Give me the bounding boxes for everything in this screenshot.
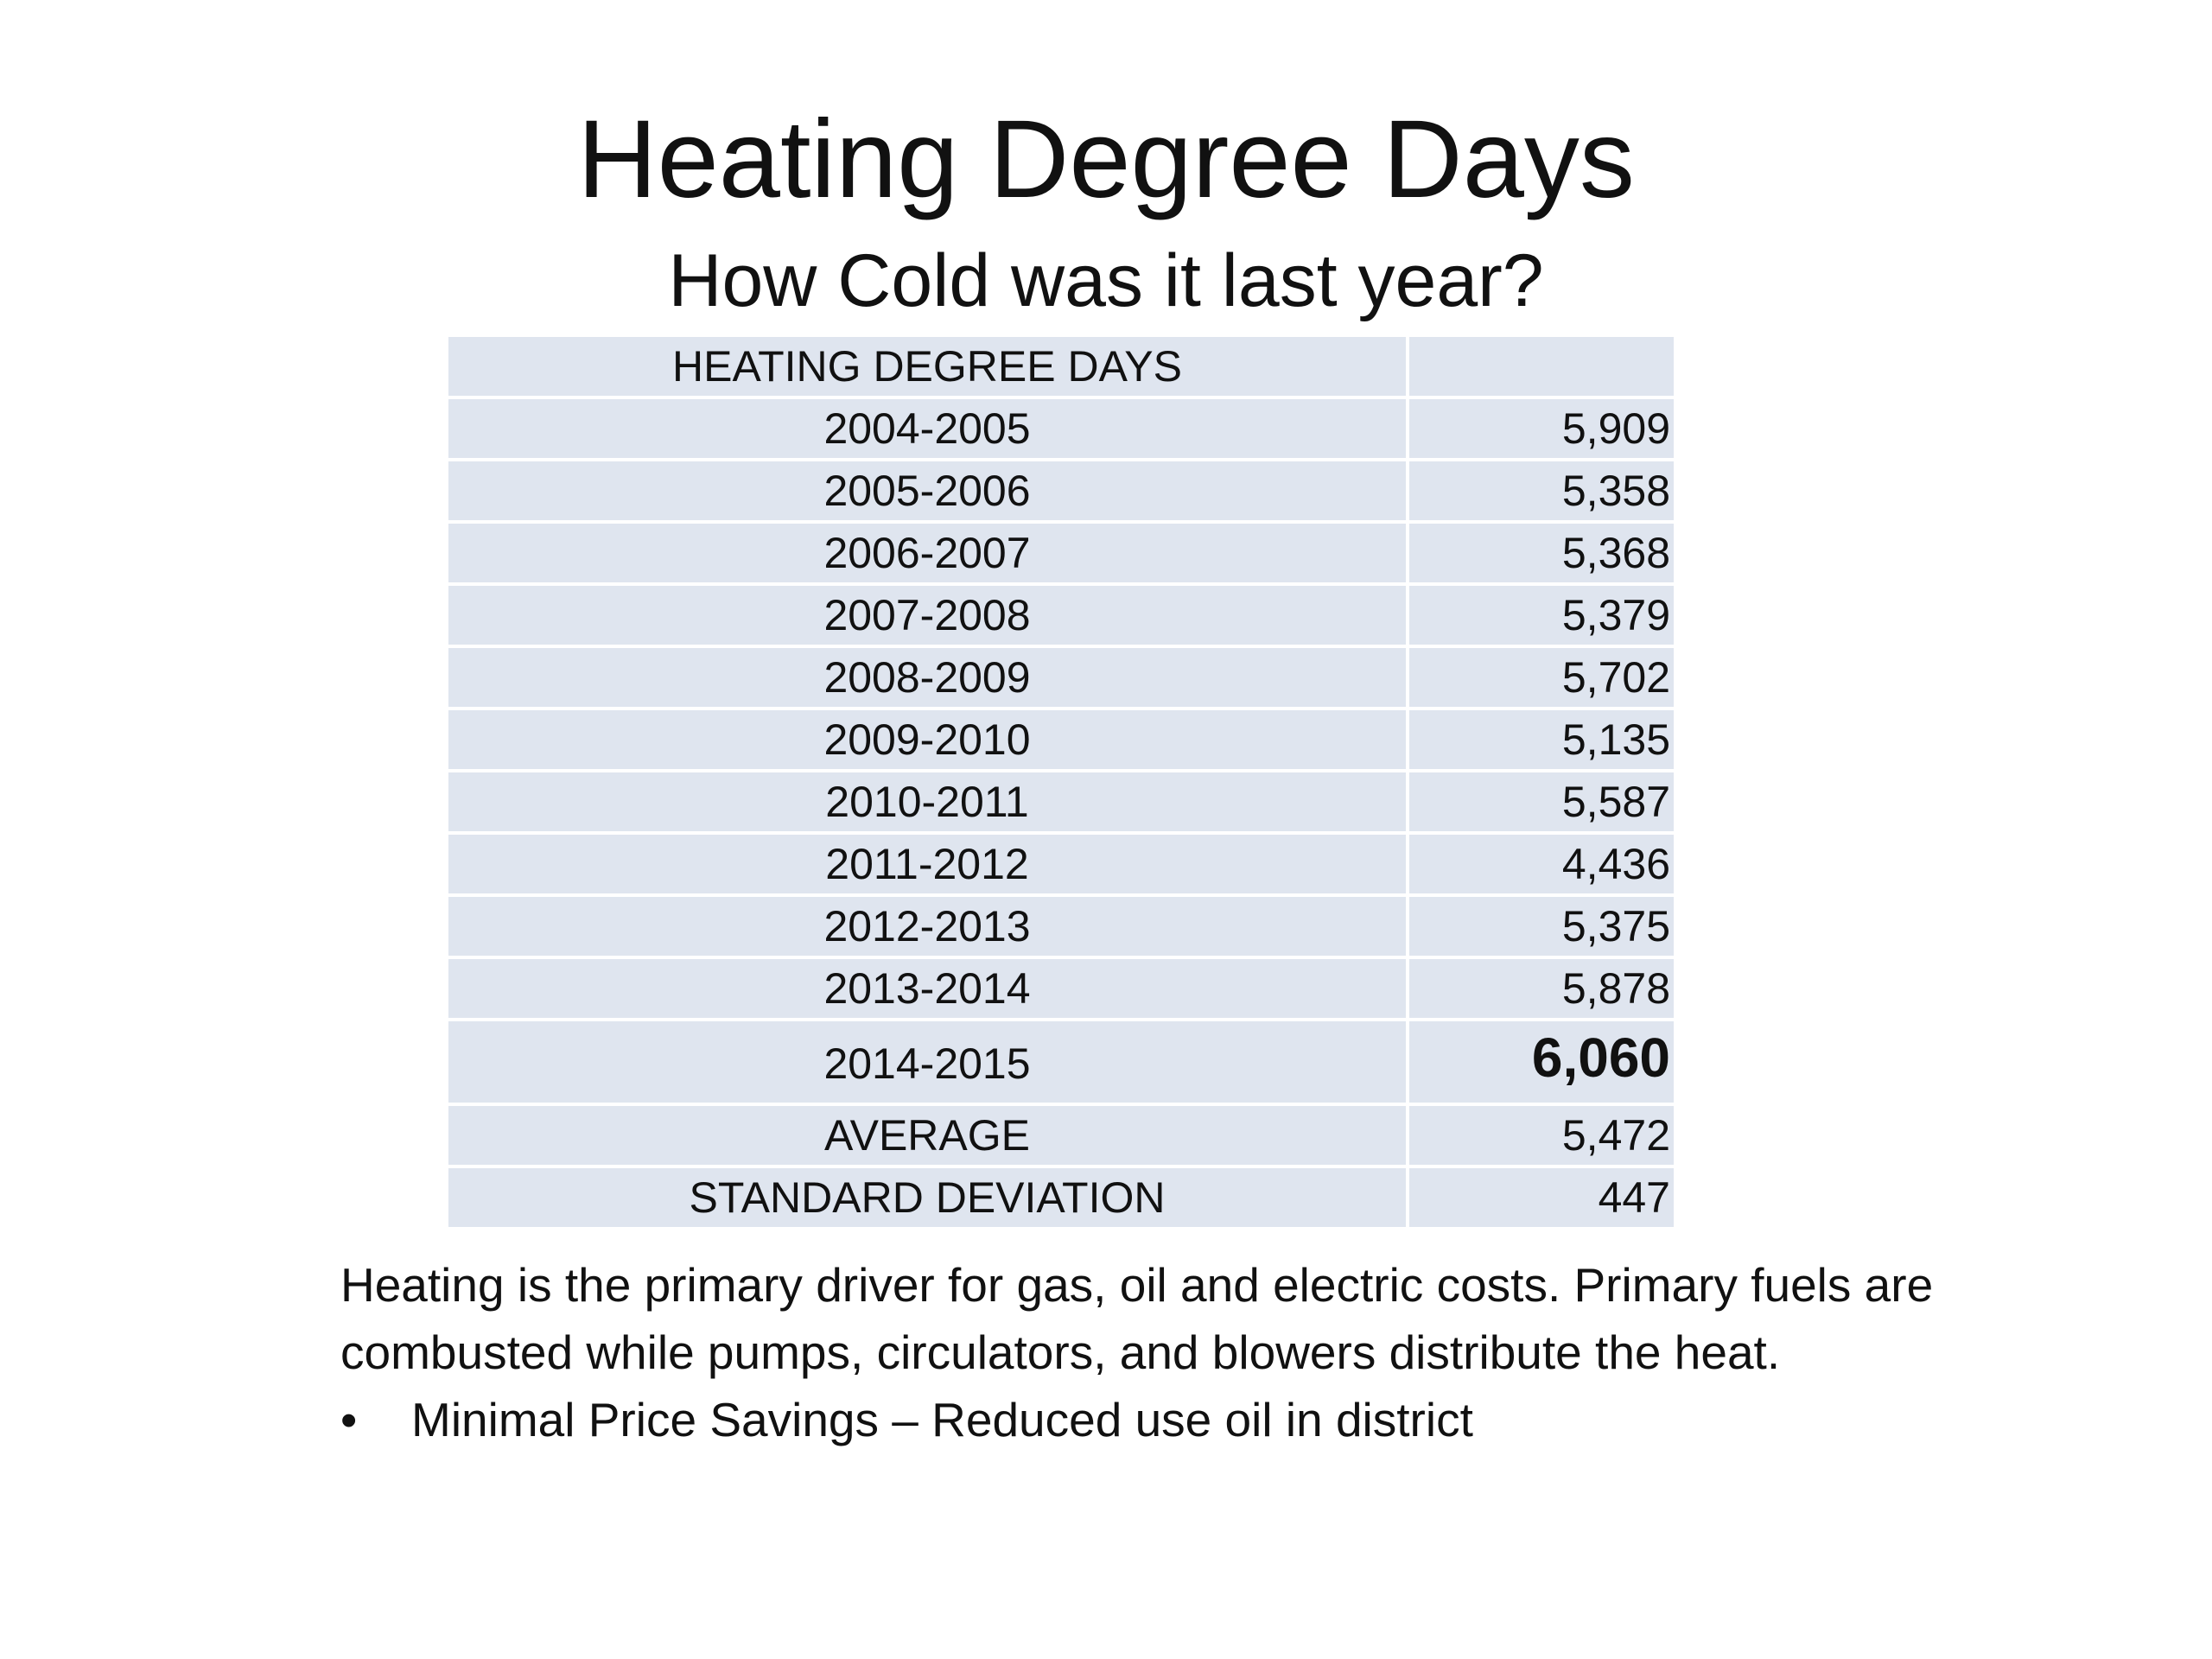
row-value: 6,060 bbox=[1409, 1021, 1674, 1103]
table-row: 2004-2005 5,909 bbox=[448, 399, 1674, 458]
row-value: 447 bbox=[1409, 1168, 1674, 1227]
row-label: AVERAGE bbox=[448, 1106, 1406, 1165]
table-body: HEATING DEGREE DAYS 2004-2005 5,909 2005-2… bbox=[448, 337, 1674, 1227]
row-label: 2014-2015 bbox=[448, 1021, 1406, 1103]
row-label: 2004-2005 bbox=[448, 399, 1406, 458]
row-value: 5,587 bbox=[1409, 772, 1674, 831]
data-table: HEATING DEGREE DAYS 2004-2005 5,909 2005-2… bbox=[445, 334, 1677, 1230]
table-row: 2007-2008 5,379 bbox=[448, 586, 1674, 645]
row-label: 2011-2012 bbox=[448, 835, 1406, 893]
body-text: Heating is the primary driver for gas, o… bbox=[340, 1251, 2034, 1453]
row-value: 5,375 bbox=[1409, 897, 1674, 956]
bullet: Minimal Price Savings – Reduced use oil … bbox=[340, 1386, 2034, 1453]
bullet-list: Minimal Price Savings – Reduced use oil … bbox=[340, 1386, 2034, 1453]
row-value: 5,135 bbox=[1409, 710, 1674, 769]
row-label: 2008-2009 bbox=[448, 648, 1406, 707]
table-row: 2012-2013 5,375 bbox=[448, 897, 1674, 956]
row-value: 5,379 bbox=[1409, 586, 1674, 645]
table-row: 2010-2011 5,587 bbox=[448, 772, 1674, 831]
table-row: 2008-2009 5,702 bbox=[448, 648, 1674, 707]
row-value: 5,909 bbox=[1409, 399, 1674, 458]
header-row: HEATING DEGREE DAYS bbox=[448, 337, 1674, 396]
table-row: 2005-2006 5,358 bbox=[448, 461, 1674, 520]
table-row: STANDARD DEVIATION 447 bbox=[448, 1168, 1674, 1227]
row-label: 2005-2006 bbox=[448, 461, 1406, 520]
row-value: 5,358 bbox=[1409, 461, 1674, 520]
subtitle: How Cold was it last year? bbox=[668, 239, 1544, 322]
title: Heating Degree Days bbox=[577, 98, 1635, 221]
row-label: 2013-2014 bbox=[448, 959, 1406, 1018]
header-cell: HEATING DEGREE DAYS bbox=[448, 337, 1406, 396]
row-label: 2012-2013 bbox=[448, 897, 1406, 956]
row-label: 2007-2008 bbox=[448, 586, 1406, 645]
row-label: 2006-2007 bbox=[448, 524, 1406, 582]
table-row: 2009-2010 5,135 bbox=[448, 710, 1674, 769]
row-label: 2009-2010 bbox=[448, 710, 1406, 769]
row-value: 5,702 bbox=[1409, 648, 1674, 707]
paragraph: Heating is the primary driver for gas, o… bbox=[340, 1258, 1934, 1379]
table-row: 2013-2014 5,878 bbox=[448, 959, 1674, 1018]
row-label: 2010-2011 bbox=[448, 772, 1406, 831]
header-cell bbox=[1409, 337, 1674, 396]
row-label: STANDARD DEVIATION bbox=[448, 1168, 1406, 1227]
row-value: 5,368 bbox=[1409, 524, 1674, 582]
table-row: 2011-2012 4,436 bbox=[448, 835, 1674, 893]
table-row: 2006-2007 5,368 bbox=[448, 524, 1674, 582]
row-value: 4,436 bbox=[1409, 835, 1674, 893]
row-value: 5,472 bbox=[1409, 1106, 1674, 1165]
table-row: 2014-2015 6,060 bbox=[448, 1021, 1674, 1103]
table-row: AVERAGE 5,472 bbox=[448, 1106, 1674, 1165]
row-value: 5,878 bbox=[1409, 959, 1674, 1018]
